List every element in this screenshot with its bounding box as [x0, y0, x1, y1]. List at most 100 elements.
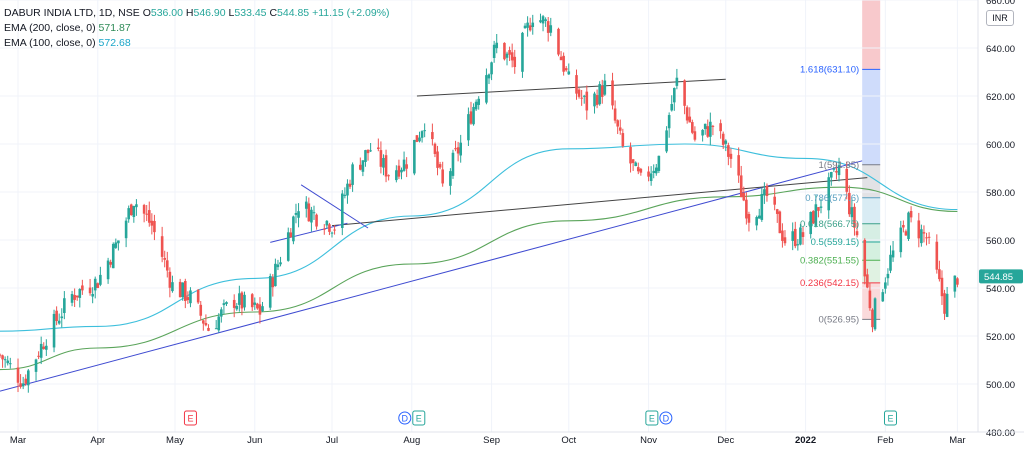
- candle-body: [526, 22, 529, 28]
- x-tick-label: Mar: [949, 435, 965, 446]
- earnings-marker: [183, 410, 197, 426]
- candle-body: [145, 213, 148, 215]
- candle-body: [37, 355, 40, 357]
- candle-body: [472, 106, 475, 125]
- candle-body: [683, 80, 686, 106]
- candle-body: [940, 277, 944, 297]
- y-tick-label: 600.00: [986, 140, 1015, 151]
- candle-body: [322, 228, 326, 230]
- candle-body: [449, 171, 452, 186]
- candle-body: [106, 260, 110, 280]
- candle-body: [814, 204, 818, 226]
- candle-body: [45, 345, 48, 350]
- candle-body: [902, 225, 905, 228]
- x-tick-label: Sep: [483, 435, 500, 446]
- candle-body: [474, 101, 478, 110]
- candle-body: [189, 290, 192, 304]
- y-tick-label: 560.00: [986, 236, 1015, 247]
- candle-body: [348, 183, 352, 187]
- ema-lines: [0, 143, 958, 371]
- ema100-label: EMA (100, close, 0): [4, 37, 96, 49]
- fib-label: 0.786(577.6): [805, 193, 859, 204]
- candle-body: [485, 75, 488, 103]
- x-tick-label: Dec: [717, 435, 734, 446]
- candle-body: [286, 232, 290, 261]
- candle-body: [132, 205, 136, 218]
- candle-body: [835, 171, 838, 173]
- low-label: L: [228, 7, 235, 19]
- y-tick-label: 480.00: [986, 428, 1015, 439]
- candle-body: [618, 127, 622, 131]
- candle-body: [855, 231, 859, 236]
- candle-body: [55, 310, 58, 322]
- legend-ema100-row[interactable]: EMA (100, close, 0) 572.68: [4, 36, 390, 51]
- candle-body: [871, 309, 874, 328]
- change-value: +11.15 (+2.09%): [312, 7, 390, 19]
- candle-body: [238, 293, 241, 305]
- candle-body: [809, 212, 813, 235]
- candle-body: [163, 257, 167, 260]
- candle-body: [654, 167, 658, 174]
- candle-body: [109, 261, 112, 265]
- candle-body: [673, 88, 676, 103]
- candle-body: [487, 74, 491, 79]
- candle-body: [593, 93, 596, 107]
- candle-body: [611, 80, 614, 106]
- currency-badge[interactable]: INR: [986, 10, 1014, 26]
- candle-body: [124, 220, 128, 239]
- candle-body: [42, 346, 46, 349]
- candle-body: [477, 98, 481, 105]
- candle-body: [225, 302, 228, 305]
- trendlines: [0, 78, 868, 392]
- candle-body: [333, 229, 336, 231]
- legend-ema200-row[interactable]: EMA (200, close, 0) 571.87: [4, 21, 390, 36]
- candle-body: [899, 227, 903, 253]
- candle-body: [117, 240, 120, 244]
- candle-body: [709, 121, 712, 137]
- candle-body: [884, 282, 887, 289]
- candle-body: [8, 363, 12, 365]
- x-tick-label: Apr: [90, 435, 105, 446]
- candle-body: [811, 211, 815, 224]
- candle-body: [271, 277, 275, 288]
- candle-body: [495, 42, 499, 49]
- candle-body: [220, 309, 223, 317]
- dividend-marker: [659, 411, 673, 425]
- candle-body: [541, 16, 545, 24]
- candle-body: [292, 216, 295, 242]
- ema100-line: [0, 143, 958, 332]
- event-label: D: [402, 414, 409, 424]
- candle-body: [276, 264, 280, 268]
- y-tick-label: 620.00: [986, 92, 1015, 103]
- candle-body: [544, 19, 547, 22]
- candle-body: [222, 303, 226, 306]
- chart-legend: DABUR INDIA LTD, 1D, NSE O536.00 H546.90…: [4, 6, 390, 51]
- candle-body: [827, 177, 831, 211]
- candle-body: [63, 298, 66, 314]
- candle-body: [925, 237, 928, 239]
- candle-body: [34, 359, 38, 372]
- candle-body: [436, 151, 439, 168]
- candle-body: [243, 294, 246, 308]
- candle-body: [567, 71, 571, 75]
- earnings-marker: [883, 410, 897, 426]
- candle-body: [665, 130, 668, 152]
- symbol-name[interactable]: DABUR INDIA LTD, 1D, NSE: [4, 7, 140, 19]
- candle-body: [150, 220, 154, 226]
- candle-body: [801, 232, 805, 237]
- candle-body: [186, 297, 190, 301]
- dividend-marker: [398, 411, 412, 425]
- fib-band: [862, 242, 881, 261]
- candle-body: [503, 42, 506, 60]
- candle-body: [454, 148, 457, 150]
- event-label: E: [649, 414, 655, 424]
- candle-body: [580, 97, 583, 99]
- candle-body: [196, 289, 200, 303]
- candle-body: [866, 274, 869, 288]
- candle-body: [956, 278, 959, 285]
- candle-body: [16, 367, 20, 383]
- candle-body: [652, 170, 656, 174]
- candle-body: [202, 320, 205, 324]
- candle-body: [343, 194, 347, 196]
